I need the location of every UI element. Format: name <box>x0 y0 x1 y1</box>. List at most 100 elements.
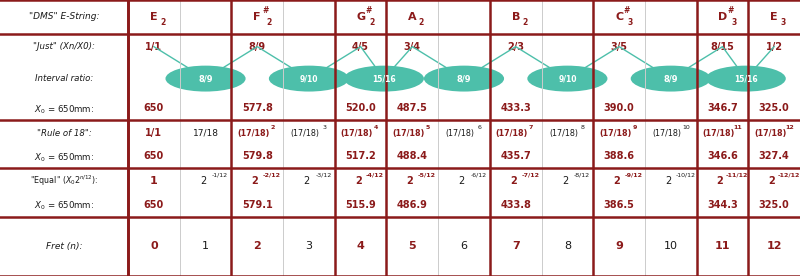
Text: 2: 2 <box>406 176 414 186</box>
Text: 10: 10 <box>664 241 678 251</box>
Text: 488.4: 488.4 <box>397 151 428 161</box>
Text: 11: 11 <box>734 125 742 130</box>
Text: 1: 1 <box>202 241 209 251</box>
Text: -2/12: -2/12 <box>262 173 281 178</box>
Text: 517.2: 517.2 <box>346 151 376 161</box>
Text: (17/18): (17/18) <box>392 129 425 138</box>
Text: 433.3: 433.3 <box>500 103 531 113</box>
Ellipse shape <box>424 66 504 92</box>
Text: 2: 2 <box>200 176 206 186</box>
Text: Fret (n):: Fret (n): <box>46 242 82 251</box>
Text: 10: 10 <box>682 125 690 130</box>
Text: #: # <box>262 6 269 15</box>
Text: $\mathit{X}_0$ = 650mm:: $\mathit{X}_0$ = 650mm: <box>34 200 94 212</box>
Text: -7/12: -7/12 <box>521 173 539 178</box>
Text: (17/18): (17/18) <box>652 129 682 138</box>
Text: 7: 7 <box>512 241 519 251</box>
Text: 2: 2 <box>251 176 258 186</box>
Text: E: E <box>150 12 158 22</box>
Text: 9: 9 <box>615 241 623 251</box>
Text: 486.9: 486.9 <box>397 200 428 210</box>
Text: 8/9: 8/9 <box>249 42 266 52</box>
Text: E: E <box>770 12 778 22</box>
Text: 386.5: 386.5 <box>604 200 634 210</box>
Text: 8/15: 8/15 <box>710 42 734 52</box>
Text: 11: 11 <box>714 241 730 251</box>
Text: "Equal" ($\mathit{X}_0 2^{n\!/12}$):: "Equal" ($\mathit{X}_0 2^{n\!/12}$): <box>30 174 98 188</box>
Text: 9: 9 <box>632 125 637 130</box>
Text: 3/5: 3/5 <box>610 42 627 52</box>
Text: 1/1: 1/1 <box>146 128 162 139</box>
Text: "DMS" E-String:: "DMS" E-String: <box>29 12 99 21</box>
Text: 520.0: 520.0 <box>346 103 376 113</box>
Text: 2: 2 <box>270 125 275 130</box>
Text: (17/18): (17/18) <box>341 129 373 138</box>
Text: F: F <box>254 12 261 22</box>
Text: 487.5: 487.5 <box>397 103 428 113</box>
Text: -3/12: -3/12 <box>315 173 331 178</box>
Text: 1/1: 1/1 <box>146 42 162 52</box>
Text: 2: 2 <box>266 18 271 27</box>
Text: 2: 2 <box>254 241 261 251</box>
Text: 12: 12 <box>786 125 794 130</box>
Text: 2: 2 <box>717 176 723 186</box>
Text: 327.4: 327.4 <box>758 151 790 161</box>
Text: 515.9: 515.9 <box>346 200 376 210</box>
Text: -12/12: -12/12 <box>778 173 800 178</box>
Ellipse shape <box>706 66 786 92</box>
Text: C: C <box>615 12 623 22</box>
Text: (17/18): (17/18) <box>237 129 270 138</box>
Text: -10/12: -10/12 <box>675 173 695 178</box>
Text: 8/9: 8/9 <box>457 74 471 83</box>
Text: 5: 5 <box>426 125 430 130</box>
Text: 4: 4 <box>374 125 378 130</box>
Text: 9/10: 9/10 <box>300 74 318 83</box>
Text: 15/16: 15/16 <box>734 74 758 83</box>
Text: 3: 3 <box>322 125 326 130</box>
Text: 390.0: 390.0 <box>604 103 634 113</box>
Text: 2: 2 <box>458 176 465 186</box>
Text: -6/12: -6/12 <box>470 173 486 178</box>
Text: G: G <box>357 12 366 22</box>
Text: Interval ratio:: Interval ratio: <box>35 74 93 83</box>
Text: 3: 3 <box>306 241 313 251</box>
Text: 433.8: 433.8 <box>500 200 531 210</box>
Text: 3/4: 3/4 <box>404 42 421 52</box>
Text: 8/9: 8/9 <box>663 74 678 83</box>
Text: 2: 2 <box>355 176 362 186</box>
Text: 12: 12 <box>766 241 782 251</box>
Text: 388.6: 388.6 <box>603 151 634 161</box>
Text: #: # <box>727 6 734 15</box>
Text: 2: 2 <box>370 18 374 27</box>
Text: (17/18): (17/18) <box>754 129 786 138</box>
Text: 3: 3 <box>628 18 633 27</box>
Text: 2/3: 2/3 <box>507 42 524 52</box>
Text: 325.0: 325.0 <box>758 200 790 210</box>
Text: 8: 8 <box>581 125 585 130</box>
Text: 17/18: 17/18 <box>193 129 218 138</box>
Ellipse shape <box>269 66 349 92</box>
Text: 3: 3 <box>731 18 737 27</box>
Text: 577.8: 577.8 <box>242 103 273 113</box>
Text: 5: 5 <box>409 241 416 251</box>
Ellipse shape <box>527 66 607 92</box>
Text: 6: 6 <box>461 241 467 251</box>
Text: $\mathit{X}_0$ = 650mm:: $\mathit{X}_0$ = 650mm: <box>34 103 94 116</box>
Text: 2: 2 <box>160 18 166 27</box>
Text: 346.7: 346.7 <box>707 103 738 113</box>
Text: 4/5: 4/5 <box>352 42 369 52</box>
Text: 2: 2 <box>303 176 310 186</box>
Text: $\mathit{X}_0$ = 650mm:: $\mathit{X}_0$ = 650mm: <box>34 151 94 164</box>
Text: (17/18): (17/18) <box>495 129 528 138</box>
Text: 9/10: 9/10 <box>558 74 577 83</box>
Text: 8/9: 8/9 <box>198 74 213 83</box>
Text: 2: 2 <box>666 176 671 186</box>
Text: 2: 2 <box>614 176 620 186</box>
Text: 2: 2 <box>418 18 424 27</box>
Text: 579.8: 579.8 <box>242 151 273 161</box>
Text: -1/12: -1/12 <box>212 173 228 178</box>
Text: 579.1: 579.1 <box>242 200 273 210</box>
Text: 3: 3 <box>781 18 786 27</box>
Text: 346.6: 346.6 <box>707 151 738 161</box>
Text: 8: 8 <box>564 241 571 251</box>
